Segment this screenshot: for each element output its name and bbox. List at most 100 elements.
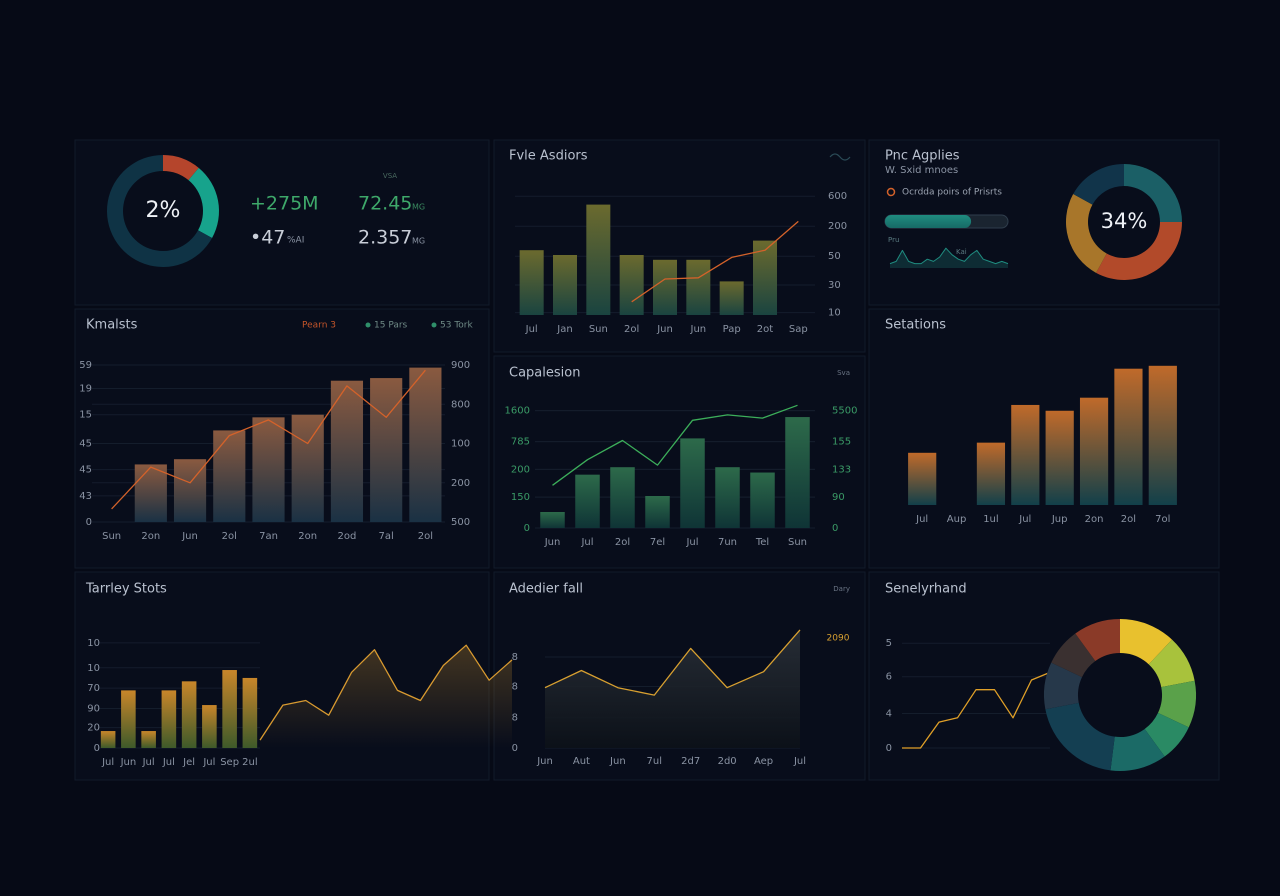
x-tick-label: 2on xyxy=(298,531,317,542)
bar xyxy=(181,681,197,748)
y-tick-label: 0 xyxy=(524,523,530,534)
chart-title: Pnc Agplies xyxy=(885,149,960,164)
x-tick-label: Pap xyxy=(723,324,741,335)
y2-tick-label: 155 xyxy=(832,437,851,448)
x-tick-label: Jul xyxy=(915,514,928,525)
line xyxy=(631,220,799,303)
bar xyxy=(610,467,635,528)
y-tick-label: 4 xyxy=(886,708,892,719)
x-tick-label: 7un xyxy=(718,537,737,548)
x-tick-label: 7al xyxy=(379,531,394,542)
bar xyxy=(976,442,1006,505)
kpi-value: 2.357 xyxy=(358,227,412,249)
bar xyxy=(370,378,403,522)
x-tick-label: Jel xyxy=(182,757,195,768)
donut-segment xyxy=(1075,619,1120,662)
x-tick-label: 2ol xyxy=(1121,514,1136,525)
x-tick-label: Jul xyxy=(142,757,155,768)
kpi-value: •47 xyxy=(250,227,285,249)
x-tick-label: 2d7 xyxy=(681,756,700,767)
donut-segment xyxy=(1148,639,1195,688)
bar xyxy=(141,731,156,748)
y2-tick-label: 133 xyxy=(832,464,851,475)
y-tick-label: 0 xyxy=(512,743,518,754)
x-tick-label: 2ol xyxy=(418,531,433,542)
bar xyxy=(202,705,217,748)
donut-segment xyxy=(1073,163,1124,205)
trend-line xyxy=(259,644,513,741)
x-tick-label: Jup xyxy=(1051,514,1068,525)
y-tick-label: 19 xyxy=(79,384,92,395)
donut-segment xyxy=(1044,662,1082,710)
caption: Dary xyxy=(833,585,850,593)
donut-segment xyxy=(1110,728,1165,772)
chart-title: Kmalsts xyxy=(86,318,138,333)
y2-tick-label: 50 xyxy=(828,251,841,262)
donut-segment xyxy=(1051,633,1096,678)
y-tick-label: 5 xyxy=(886,638,892,649)
donut-segment xyxy=(106,155,213,267)
bar xyxy=(409,367,442,522)
y2-tick-label: 200 xyxy=(828,221,847,232)
bar xyxy=(715,467,740,528)
chart-title: Fvle Asdiors xyxy=(509,149,588,164)
caption: Sva xyxy=(837,369,850,377)
kpi-unit: MG xyxy=(412,237,425,246)
x-tick-label: 1ul xyxy=(983,514,998,525)
legend-label: Pearn 3 xyxy=(302,321,336,331)
bar xyxy=(619,255,644,315)
y2-tick-label: 10 xyxy=(828,308,841,319)
bar xyxy=(1079,397,1109,505)
x-tick-label: Sap xyxy=(789,324,808,335)
bar xyxy=(753,240,777,315)
kpi-unit: MG xyxy=(412,203,425,212)
x-tick-label: Jul xyxy=(202,757,215,768)
bar xyxy=(213,430,246,522)
x-tick-label: Jun xyxy=(609,756,626,767)
y-tick-label: 15 xyxy=(79,410,92,421)
y2-tick-label: 0 xyxy=(832,523,838,534)
annotation: 2090 xyxy=(827,634,850,644)
y-tick-label: 8 xyxy=(512,712,518,723)
y-tick-label: 0 xyxy=(86,517,92,528)
y2-tick-label: 100 xyxy=(451,439,470,450)
y-tick-label: 0 xyxy=(886,743,892,754)
x-tick-label: Jun xyxy=(656,324,673,335)
bar xyxy=(540,512,565,528)
line xyxy=(111,369,426,510)
bar xyxy=(553,255,577,315)
x-tick-label: Jun xyxy=(181,531,198,542)
bar xyxy=(134,464,167,522)
y-tick-label: 45 xyxy=(79,439,92,450)
y2-tick-label: 900 xyxy=(451,360,470,371)
kpi-unit: %AI xyxy=(287,236,304,246)
y-tick-label: 150 xyxy=(511,492,530,503)
y-tick-label: 43 xyxy=(79,491,92,502)
sparkline xyxy=(889,247,1009,265)
small-label: Kai xyxy=(956,248,967,256)
y-tick-label: 45 xyxy=(79,465,92,476)
x-tick-label: 2d0 xyxy=(718,756,737,767)
x-tick-label: 2ol xyxy=(222,531,237,542)
y-tick-label: 8 xyxy=(512,682,518,693)
donut-segment xyxy=(1158,680,1196,728)
donut-segment xyxy=(163,155,199,181)
x-tick-label: 2ol xyxy=(624,324,639,335)
area xyxy=(545,629,800,748)
legend-label: Ocrdda poirs of Prisrts xyxy=(902,188,1002,198)
donut-segment xyxy=(1065,194,1107,273)
x-tick-label: 7an xyxy=(259,531,278,542)
bar xyxy=(645,496,670,528)
x-tick-label: 2ul xyxy=(242,757,257,768)
y-tick-label: 70 xyxy=(87,683,100,694)
small-label: Pru xyxy=(888,236,899,244)
x-tick-label: Jan xyxy=(556,324,572,335)
y-tick-label: 8 xyxy=(512,652,518,663)
y-tick-label: 785 xyxy=(511,437,530,448)
y2-tick-label: 200 xyxy=(451,478,470,489)
chart-title: Adedier fall xyxy=(509,582,583,597)
bar xyxy=(330,380,364,522)
y-tick-label: 200 xyxy=(511,464,530,475)
bar xyxy=(161,690,177,748)
donut-label: 34% xyxy=(1101,209,1148,233)
